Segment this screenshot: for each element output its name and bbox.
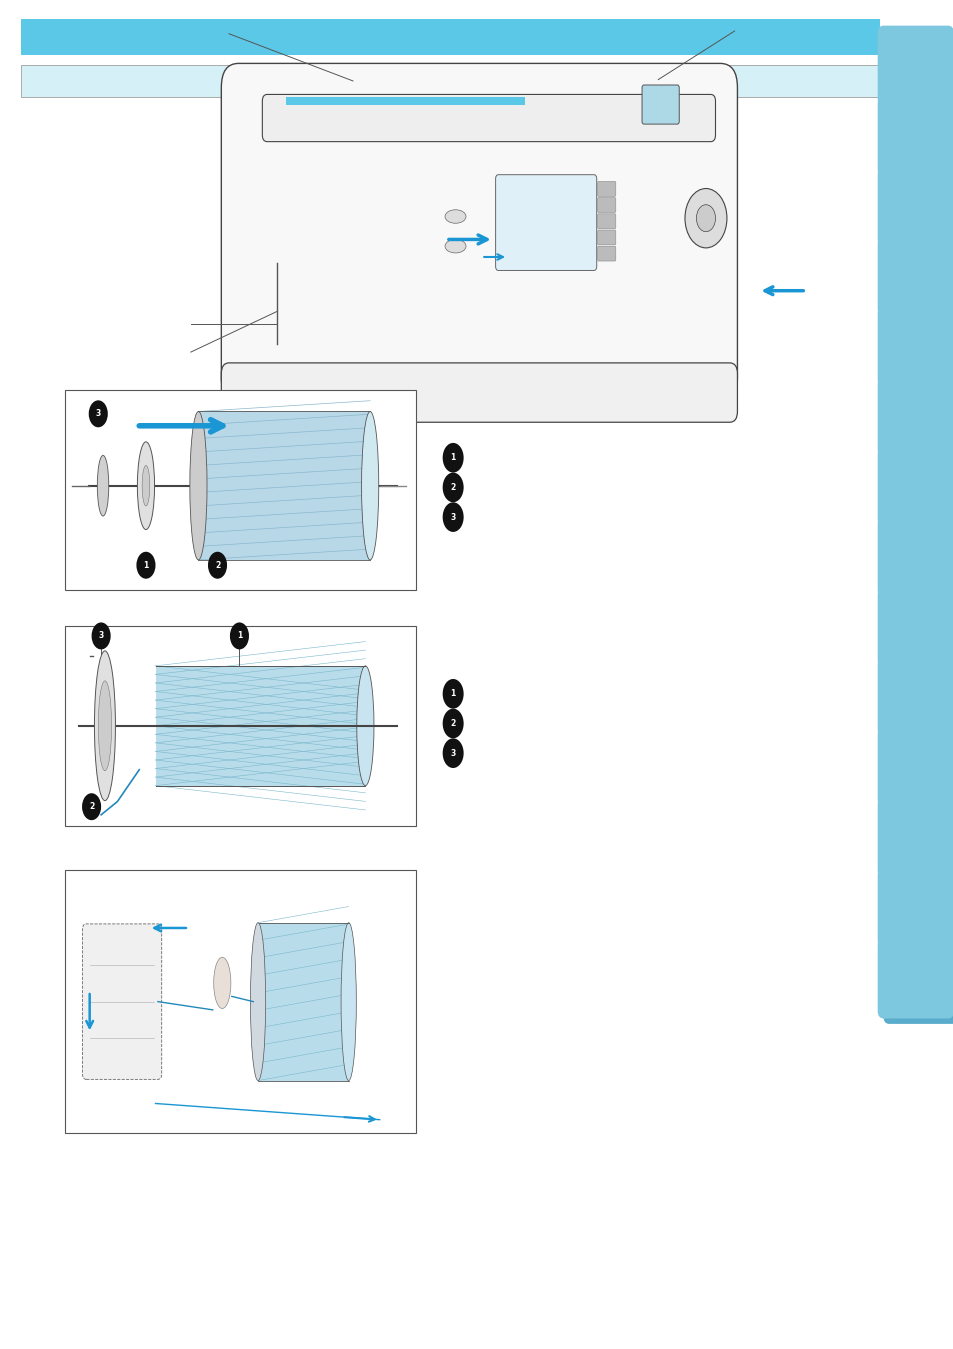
FancyBboxPatch shape <box>877 517 953 598</box>
FancyBboxPatch shape <box>882 31 953 112</box>
Ellipse shape <box>341 923 356 1081</box>
Ellipse shape <box>94 650 115 800</box>
FancyBboxPatch shape <box>877 96 953 177</box>
FancyBboxPatch shape <box>877 447 953 527</box>
FancyBboxPatch shape <box>877 236 953 317</box>
FancyBboxPatch shape <box>877 797 953 878</box>
Circle shape <box>230 622 249 649</box>
FancyBboxPatch shape <box>877 657 953 738</box>
FancyBboxPatch shape <box>882 101 953 182</box>
Text: 2: 2 <box>450 483 456 492</box>
FancyBboxPatch shape <box>286 97 524 105</box>
FancyBboxPatch shape <box>877 587 953 668</box>
Ellipse shape <box>444 240 465 252</box>
FancyBboxPatch shape <box>262 94 715 142</box>
FancyBboxPatch shape <box>882 733 953 813</box>
Text: 1: 1 <box>236 631 242 641</box>
Circle shape <box>91 622 111 649</box>
FancyBboxPatch shape <box>877 938 953 1018</box>
Circle shape <box>89 401 108 428</box>
Ellipse shape <box>361 411 378 560</box>
FancyBboxPatch shape <box>641 85 679 124</box>
Circle shape <box>442 708 463 738</box>
Ellipse shape <box>97 456 109 517</box>
FancyBboxPatch shape <box>83 924 161 1079</box>
Text: 3: 3 <box>450 749 456 758</box>
FancyBboxPatch shape <box>65 626 416 826</box>
FancyBboxPatch shape <box>882 171 953 252</box>
Text: 2: 2 <box>89 803 94 811</box>
Ellipse shape <box>98 681 112 770</box>
Circle shape <box>442 679 463 708</box>
FancyBboxPatch shape <box>877 306 953 387</box>
FancyBboxPatch shape <box>882 662 953 743</box>
Ellipse shape <box>213 958 231 1009</box>
Ellipse shape <box>356 666 374 785</box>
Text: 2: 2 <box>450 719 456 728</box>
Circle shape <box>82 793 101 820</box>
Circle shape <box>208 552 227 579</box>
FancyBboxPatch shape <box>882 522 953 603</box>
FancyBboxPatch shape <box>65 390 416 590</box>
Ellipse shape <box>190 411 207 560</box>
Text: 3: 3 <box>95 409 101 418</box>
FancyBboxPatch shape <box>597 198 616 212</box>
FancyBboxPatch shape <box>877 166 953 247</box>
FancyBboxPatch shape <box>877 727 953 808</box>
FancyBboxPatch shape <box>877 26 953 107</box>
FancyBboxPatch shape <box>198 411 370 560</box>
FancyBboxPatch shape <box>877 867 953 948</box>
FancyBboxPatch shape <box>882 803 953 884</box>
FancyBboxPatch shape <box>882 312 953 393</box>
Circle shape <box>136 552 155 579</box>
FancyBboxPatch shape <box>221 63 737 402</box>
FancyBboxPatch shape <box>496 175 596 270</box>
FancyBboxPatch shape <box>597 181 616 196</box>
FancyBboxPatch shape <box>221 363 737 422</box>
FancyBboxPatch shape <box>882 943 953 1024</box>
FancyBboxPatch shape <box>21 19 879 55</box>
Circle shape <box>442 472 463 502</box>
FancyBboxPatch shape <box>882 241 953 322</box>
Text: 1: 1 <box>450 689 456 699</box>
FancyBboxPatch shape <box>882 382 953 463</box>
Text: 1: 1 <box>143 561 149 569</box>
Ellipse shape <box>250 923 265 1081</box>
FancyBboxPatch shape <box>877 376 953 457</box>
FancyBboxPatch shape <box>597 229 616 246</box>
Circle shape <box>696 205 715 232</box>
FancyBboxPatch shape <box>597 213 616 229</box>
Circle shape <box>442 502 463 532</box>
FancyBboxPatch shape <box>882 873 953 954</box>
Ellipse shape <box>137 442 154 530</box>
Ellipse shape <box>444 210 465 223</box>
Text: 3: 3 <box>450 513 456 522</box>
FancyBboxPatch shape <box>155 666 365 785</box>
FancyBboxPatch shape <box>21 65 879 97</box>
FancyBboxPatch shape <box>882 452 953 533</box>
FancyBboxPatch shape <box>597 246 616 262</box>
Circle shape <box>684 189 726 248</box>
FancyBboxPatch shape <box>257 923 349 1081</box>
FancyBboxPatch shape <box>65 870 416 1133</box>
FancyBboxPatch shape <box>882 592 953 673</box>
Text: 2: 2 <box>214 561 220 569</box>
Circle shape <box>442 738 463 768</box>
Text: 1: 1 <box>450 453 456 463</box>
Circle shape <box>442 442 463 472</box>
Text: 3: 3 <box>98 631 104 641</box>
Ellipse shape <box>142 465 150 506</box>
